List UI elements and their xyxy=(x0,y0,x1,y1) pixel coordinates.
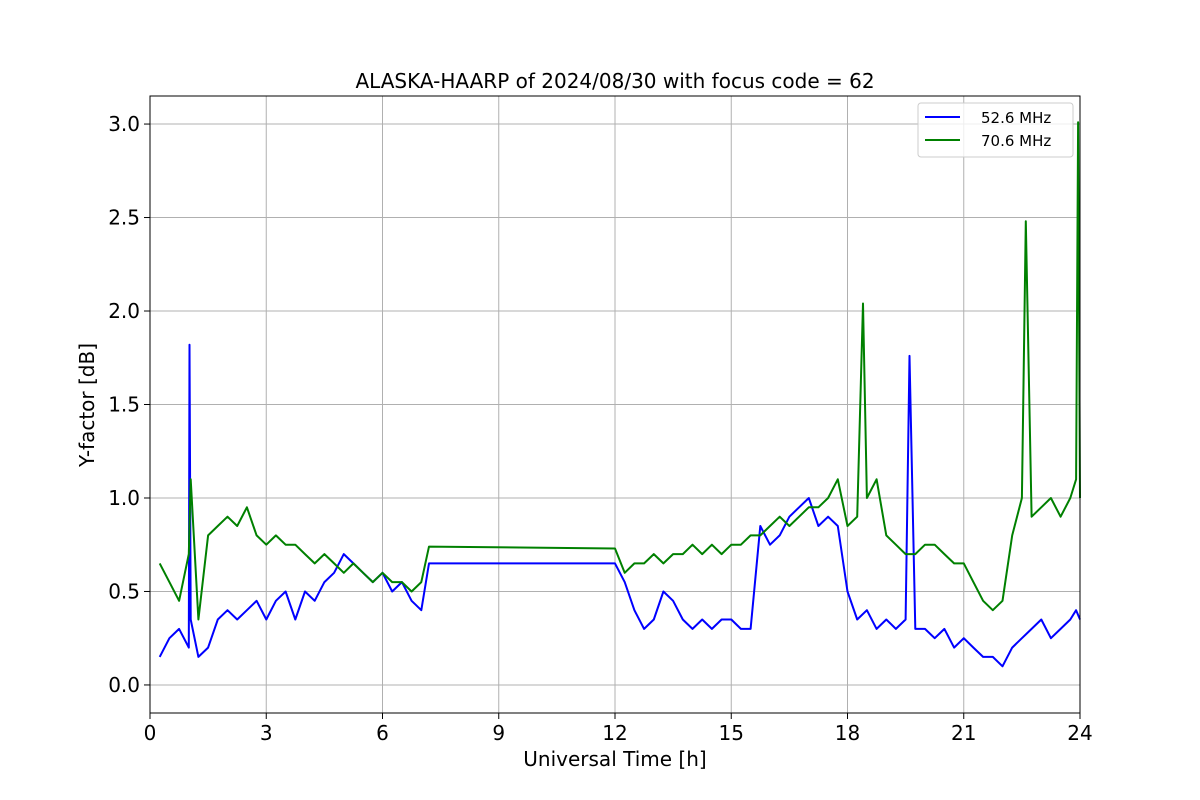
ticks: 0 3 6 9 12 15 18 21 24 0.0 0.5 1.0 1.5 2.0 2.5 3.0 xyxy=(108,112,1093,745)
chart-title: ALASKA-HAARP of 2024/08/30 with focus co… xyxy=(355,69,874,93)
y-tick-label: 1.5 xyxy=(108,393,140,417)
series-line-52-6-MHz xyxy=(158,343,1081,668)
x-tick-label: 24 xyxy=(1067,721,1092,745)
y-tick-label: 2.0 xyxy=(108,299,140,323)
legend-label-52-6: 52.6 MHz xyxy=(981,109,1051,127)
x-tick-label: 6 xyxy=(376,721,389,745)
x-tick-label: 12 xyxy=(602,721,627,745)
y-tick-label: 0.5 xyxy=(108,579,140,603)
x-axis-label: Universal Time [h] xyxy=(523,747,706,771)
x-tick-label: 3 xyxy=(260,721,273,745)
y-tick-label: 2.5 xyxy=(108,206,140,230)
y-tick-label: 1.0 xyxy=(108,486,140,510)
x-tick-label: 0 xyxy=(144,721,157,745)
y-tick-label: 3.0 xyxy=(108,112,140,136)
series-line-70-6-MHz xyxy=(158,121,1081,621)
x-tick-label: 9 xyxy=(492,721,505,745)
x-tick-label: 15 xyxy=(719,721,744,745)
y-axis-label: Y-factor [dB] xyxy=(75,343,99,468)
x-tick-label: 18 xyxy=(835,721,860,745)
legend: 52.6 MHz 70.6 MHz xyxy=(917,102,1074,158)
y-tick-label: 0.0 xyxy=(108,673,140,697)
series-layer xyxy=(158,121,1081,668)
legend-label-70-6: 70.6 MHz xyxy=(981,132,1051,150)
x-tick-label: 21 xyxy=(951,721,976,745)
